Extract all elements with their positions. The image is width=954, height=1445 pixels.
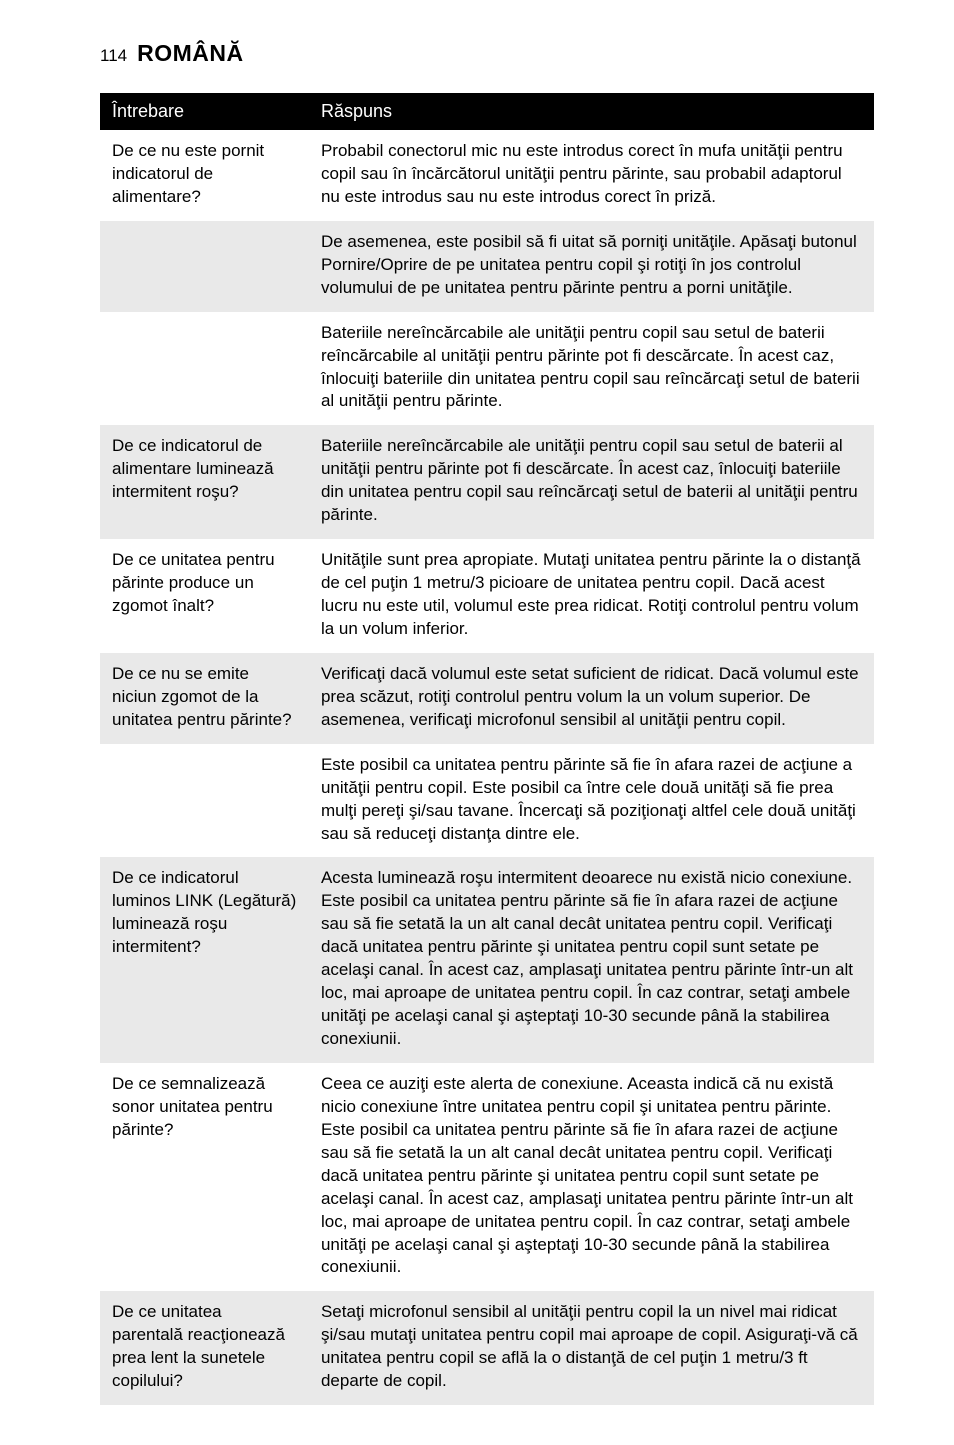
page-header: 114 ROMÂNĂ: [100, 40, 874, 67]
question-cell: De ce semnalizează sonor unitatea pentru…: [100, 1063, 309, 1291]
answer-cell: Este posibil ca unitatea pentru părinte …: [309, 744, 874, 858]
question-cell: De ce unitatea parentală reacţionează pr…: [100, 1291, 309, 1405]
answer-cell: Probabil conectorul mic nu este introdus…: [309, 130, 874, 221]
answer-cell: Bateriile nereîncărcabile ale unităţii p…: [309, 312, 874, 426]
answer-cell: Acesta luminează roşu intermitent deoare…: [309, 857, 874, 1063]
question-cell: De ce indicatorul luminos LINK (Legătură…: [100, 857, 309, 1063]
faq-table: Întrebare Răspuns De ce nu este pornit i…: [100, 93, 874, 1405]
question-cell: De ce indicatorul de alimentare lumineaz…: [100, 425, 309, 539]
page-number: 114: [100, 46, 127, 66]
header-answer: Răspuns: [309, 93, 874, 130]
table-header-row: Întrebare Răspuns: [100, 93, 874, 130]
table-row: De asemenea, este posibil să fi uitat să…: [100, 221, 874, 312]
header-question: Întrebare: [100, 93, 309, 130]
question-cell: [100, 221, 309, 312]
question-cell: [100, 312, 309, 426]
table-row: Este posibil ca unitatea pentru părinte …: [100, 744, 874, 858]
table-row: De ce indicatorul de alimentare lumineaz…: [100, 425, 874, 539]
answer-cell: Ceea ce auziţi este alerta de conexiune.…: [309, 1063, 874, 1291]
question-cell: De ce unitatea pentru părinte produce un…: [100, 539, 309, 653]
question-cell: [100, 744, 309, 858]
table-row: De ce indicatorul luminos LINK (Legătură…: [100, 857, 874, 1063]
question-cell: De ce nu se emite niciun zgomot de la un…: [100, 653, 309, 744]
answer-cell: Unităţile sunt prea apropiate. Mutaţi un…: [309, 539, 874, 653]
table-row: Bateriile nereîncărcabile ale unităţii p…: [100, 312, 874, 426]
answer-cell: De asemenea, este posibil să fi uitat să…: [309, 221, 874, 312]
table-row: De ce semnalizează sonor unitatea pentru…: [100, 1063, 874, 1291]
question-cell: De ce nu este pornit indicatorul de alim…: [100, 130, 309, 221]
table-row: De ce unitatea parentală reacţionează pr…: [100, 1291, 874, 1405]
table-row: De ce unitatea pentru părinte produce un…: [100, 539, 874, 653]
table-row: De ce nu este pornit indicatorul de alim…: [100, 130, 874, 221]
page-title: ROMÂNĂ: [137, 40, 244, 67]
answer-cell: Setaţi microfonul sensibil al unităţii p…: [309, 1291, 874, 1405]
answer-cell: Bateriile nereîncărcabile ale unităţii p…: [309, 425, 874, 539]
table-row: De ce nu se emite niciun zgomot de la un…: [100, 653, 874, 744]
answer-cell: Verificaţi dacă volumul este setat sufic…: [309, 653, 874, 744]
